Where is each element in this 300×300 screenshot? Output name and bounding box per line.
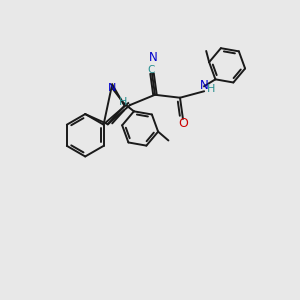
Text: N: N [200,80,208,92]
Text: H: H [206,85,215,94]
Text: C: C [147,65,155,75]
Text: N: N [108,83,116,93]
Text: O: O [178,117,188,130]
Text: N: N [149,51,158,64]
Text: H: H [119,97,128,106]
